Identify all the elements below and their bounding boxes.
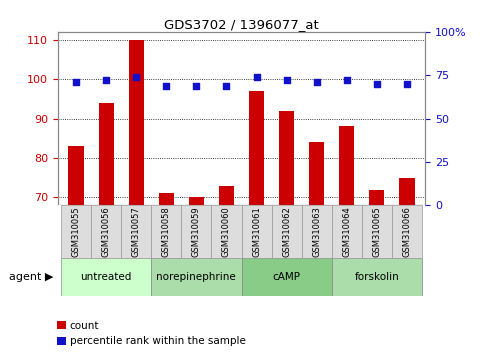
Point: [102, 78, 110, 83]
Point: [313, 79, 321, 85]
Bar: [69, 146, 84, 205]
Point: [132, 74, 140, 80]
Bar: [242, 258, 332, 296]
Bar: [151, 205, 181, 258]
Text: GSM310061: GSM310061: [252, 206, 261, 257]
Text: GSM310060: GSM310060: [222, 206, 231, 257]
Bar: [392, 205, 422, 258]
Bar: [121, 205, 151, 258]
Point: [283, 78, 290, 83]
Bar: [242, 205, 271, 258]
Text: GSM310065: GSM310065: [372, 206, 382, 257]
Bar: [302, 205, 332, 258]
Text: GSM310056: GSM310056: [101, 206, 111, 257]
Bar: [128, 40, 144, 205]
Text: GSM310059: GSM310059: [192, 206, 201, 257]
Point: [72, 79, 80, 85]
Bar: [362, 205, 392, 258]
Bar: [369, 189, 384, 205]
Bar: [279, 111, 294, 205]
Point: [253, 74, 260, 80]
Text: GSM310055: GSM310055: [71, 206, 81, 257]
Bar: [271, 205, 302, 258]
Bar: [189, 198, 204, 205]
Bar: [249, 91, 264, 205]
Text: agent ▶: agent ▶: [9, 272, 53, 282]
Text: norepinephrine: norepinephrine: [156, 272, 236, 282]
Text: cAMP: cAMP: [272, 272, 300, 282]
Text: GSM310057: GSM310057: [132, 206, 141, 257]
Text: GSM310062: GSM310062: [282, 206, 291, 257]
Bar: [332, 258, 422, 296]
Bar: [309, 142, 324, 205]
Text: GSM310058: GSM310058: [162, 206, 171, 257]
Point: [223, 83, 230, 88]
Bar: [91, 205, 121, 258]
Point: [193, 83, 200, 88]
Bar: [212, 205, 242, 258]
Bar: [61, 205, 91, 258]
Text: untreated: untreated: [80, 272, 132, 282]
Bar: [99, 103, 114, 205]
Point: [343, 78, 351, 83]
Bar: [159, 194, 174, 205]
Point: [162, 83, 170, 88]
Text: GSM310066: GSM310066: [402, 206, 412, 257]
Title: GDS3702 / 1396077_at: GDS3702 / 1396077_at: [164, 18, 319, 31]
Bar: [339, 126, 355, 205]
Text: forskolin: forskolin: [355, 272, 399, 282]
Bar: [332, 205, 362, 258]
Legend: count, percentile rank within the sample: count, percentile rank within the sample: [53, 317, 250, 350]
Bar: [61, 258, 151, 296]
Bar: [219, 185, 234, 205]
Bar: [399, 178, 414, 205]
Text: GSM310063: GSM310063: [312, 206, 321, 257]
Bar: [181, 205, 212, 258]
Point: [403, 81, 411, 87]
Bar: [151, 258, 242, 296]
Text: GSM310064: GSM310064: [342, 206, 351, 257]
Point: [373, 81, 381, 87]
